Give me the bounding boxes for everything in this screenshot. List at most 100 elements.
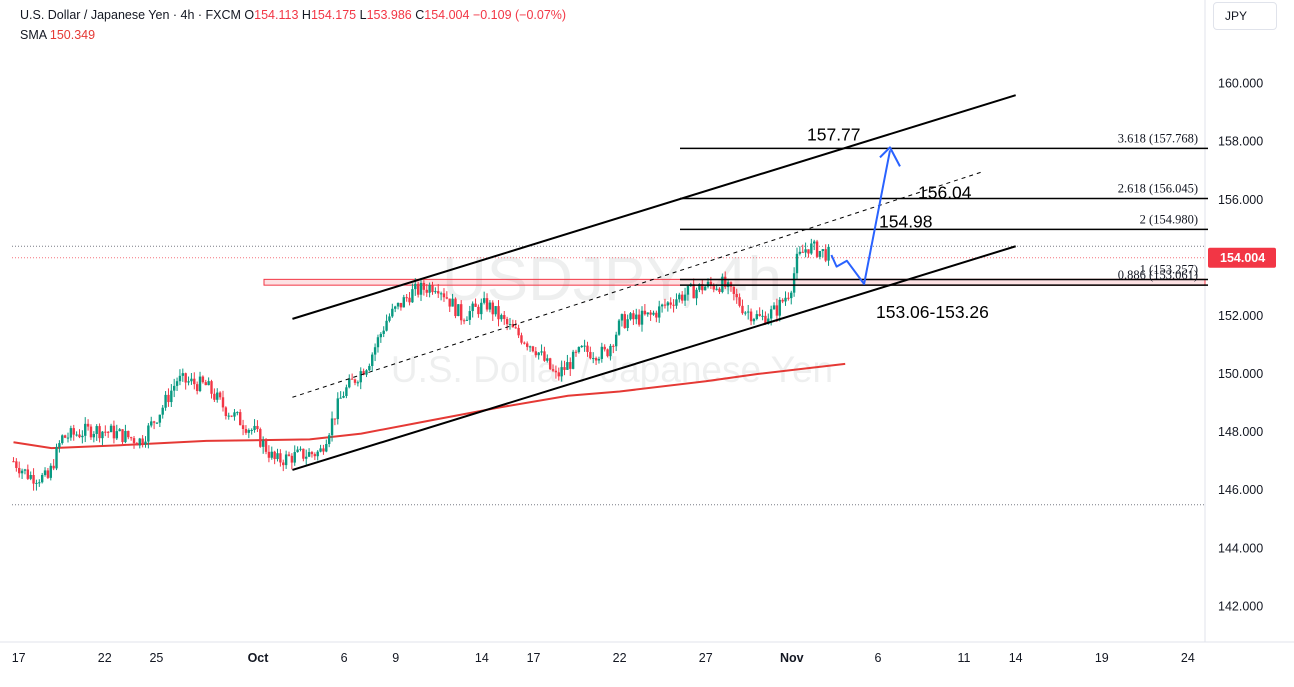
candle — [569, 357, 572, 376]
annotation-1: 156.04 — [918, 183, 972, 203]
sma-line[interactable] — [13, 362, 846, 450]
candle-body — [821, 249, 825, 251]
candle-body — [63, 435, 67, 438]
candle — [195, 381, 199, 395]
time-axis[interactable]: 17 22 25 Oct 6 9 14 17 22 27 Nov 6 11 14 19 24 — [12, 651, 1195, 665]
candle-body — [632, 313, 635, 320]
candle-body — [560, 367, 563, 377]
candle — [824, 244, 827, 263]
candle — [592, 352, 595, 364]
candle — [534, 346, 538, 358]
candle — [12, 457, 15, 463]
candle-body — [385, 320, 388, 331]
time-tick-label: 22 — [98, 651, 112, 665]
candle-body — [724, 276, 727, 288]
candle — [164, 391, 167, 411]
candle — [755, 310, 759, 321]
candle — [784, 291, 787, 306]
candle — [523, 341, 526, 345]
candle — [29, 471, 32, 481]
candle-body — [792, 273, 796, 293]
candle — [678, 292, 681, 303]
last-price-label: 154.004 — [1220, 251, 1265, 265]
channel-lower-line[interactable] — [292, 245, 1016, 471]
candle-body — [474, 303, 477, 307]
candle — [393, 305, 397, 313]
candle — [405, 293, 408, 302]
fibonacci-extension[interactable]: 3.618 (157.768) 2.618 (156.045) 2 (154.980… — [680, 131, 1208, 286]
candle — [488, 300, 492, 313]
channel-upper-line[interactable] — [292, 94, 1016, 320]
candle-body — [307, 452, 311, 457]
candle-body — [12, 461, 15, 463]
projection-arrow[interactable] — [830, 146, 901, 285]
candle-body — [118, 429, 121, 432]
candle — [35, 479, 38, 491]
sma-label: SMA — [20, 28, 47, 42]
candle — [279, 449, 282, 467]
candle-body — [543, 351, 546, 361]
candle — [497, 300, 500, 327]
candle — [316, 450, 319, 461]
candle-body — [769, 309, 773, 319]
candle-body — [408, 297, 411, 303]
price-channel[interactable] — [292, 94, 1016, 471]
candle-body — [758, 314, 761, 316]
candle-body — [75, 434, 78, 436]
candle — [643, 304, 647, 316]
candle-body — [336, 398, 339, 420]
price-tick-label: 142.000 — [1218, 599, 1263, 613]
candle-body — [299, 448, 302, 450]
candle-body — [569, 362, 572, 369]
candle-body — [207, 381, 210, 386]
candle — [239, 409, 242, 426]
projection-path[interactable] — [830, 150, 891, 285]
candle — [132, 435, 136, 449]
candle-body — [161, 407, 164, 415]
candle — [439, 291, 443, 301]
candle — [84, 417, 87, 443]
price-tick-label: 144.000 — [1218, 541, 1263, 555]
time-tick-label: 6 — [341, 651, 348, 665]
candle — [795, 247, 799, 280]
candle — [356, 380, 360, 387]
candle — [170, 384, 173, 407]
time-tick-label: 27 — [699, 651, 713, 665]
legend-row-sma[interactable]: SMA 150.349 — [20, 25, 566, 45]
candle-body — [738, 297, 741, 306]
candle — [560, 360, 563, 382]
candle — [485, 293, 489, 312]
candle-body — [787, 297, 790, 299]
candle — [442, 288, 446, 302]
candle-body — [322, 448, 325, 452]
candle — [104, 425, 107, 437]
candle — [781, 298, 784, 304]
candle — [181, 368, 185, 382]
candle-body — [767, 318, 770, 324]
candle — [98, 423, 101, 443]
candle-body — [637, 314, 641, 325]
candle-body — [434, 291, 437, 293]
time-tick-label: 19 — [1095, 651, 1109, 665]
candle — [20, 468, 24, 479]
channel-mid-line[interactable] — [292, 171, 982, 398]
candle-body — [399, 302, 403, 308]
candle — [147, 423, 150, 449]
candle-body — [416, 283, 420, 295]
candle-body — [264, 440, 268, 452]
candle-body — [66, 437, 70, 439]
projection-arrowhead — [879, 146, 901, 167]
currency-button[interactable]: JPY — [1213, 2, 1277, 30]
candle — [798, 246, 802, 256]
candle-body — [422, 282, 426, 290]
candle — [609, 343, 612, 361]
price-axis[interactable]: 160.000158.000156.000154.000152.000150.0… — [1208, 77, 1276, 614]
candle-body — [40, 474, 44, 483]
candle-body — [640, 310, 644, 325]
candle-body — [302, 448, 305, 459]
candle-body — [35, 482, 38, 484]
candle — [118, 428, 121, 432]
time-tick-label: 9 — [392, 651, 399, 665]
candle — [55, 443, 58, 471]
